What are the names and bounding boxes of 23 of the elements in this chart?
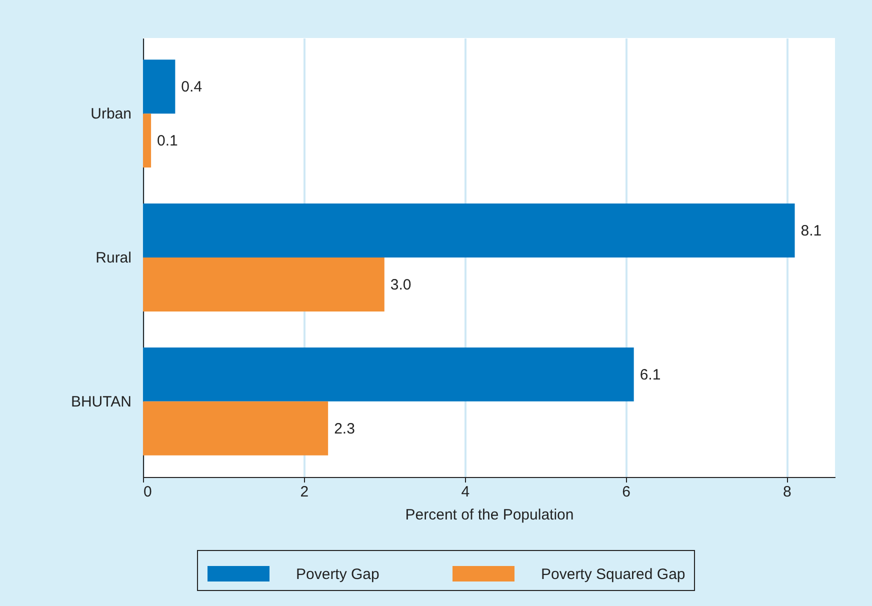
bar xyxy=(143,204,795,258)
legend-label: Poverty Squared Gap xyxy=(541,566,686,583)
data-label: 2.3 xyxy=(334,420,355,438)
x-tick-label: 2 xyxy=(300,484,309,500)
data-label: 0.4 xyxy=(181,78,202,96)
bar xyxy=(143,258,384,312)
y-tick-label: Urban xyxy=(90,106,132,123)
data-label: 6.1 xyxy=(640,366,661,384)
data-label: 0.1 xyxy=(157,132,178,150)
bar xyxy=(143,347,634,402)
x-tick-label: 4 xyxy=(461,484,470,500)
x-tick-label: 6 xyxy=(622,484,630,500)
x-tick-label: 0 xyxy=(144,484,152,500)
y-tick-label: BHUTAN xyxy=(70,393,132,410)
bar xyxy=(143,60,176,114)
data-label: 8.1 xyxy=(800,222,822,240)
legend-label: Poverty Gap xyxy=(296,566,380,583)
bar xyxy=(143,401,328,456)
y-tick-label: Rural xyxy=(96,250,132,266)
data-label: 3.0 xyxy=(390,276,412,294)
x-axis-title: Percent of the Population xyxy=(405,506,574,524)
bar xyxy=(143,114,152,168)
x-tick-label: 8 xyxy=(783,484,792,500)
